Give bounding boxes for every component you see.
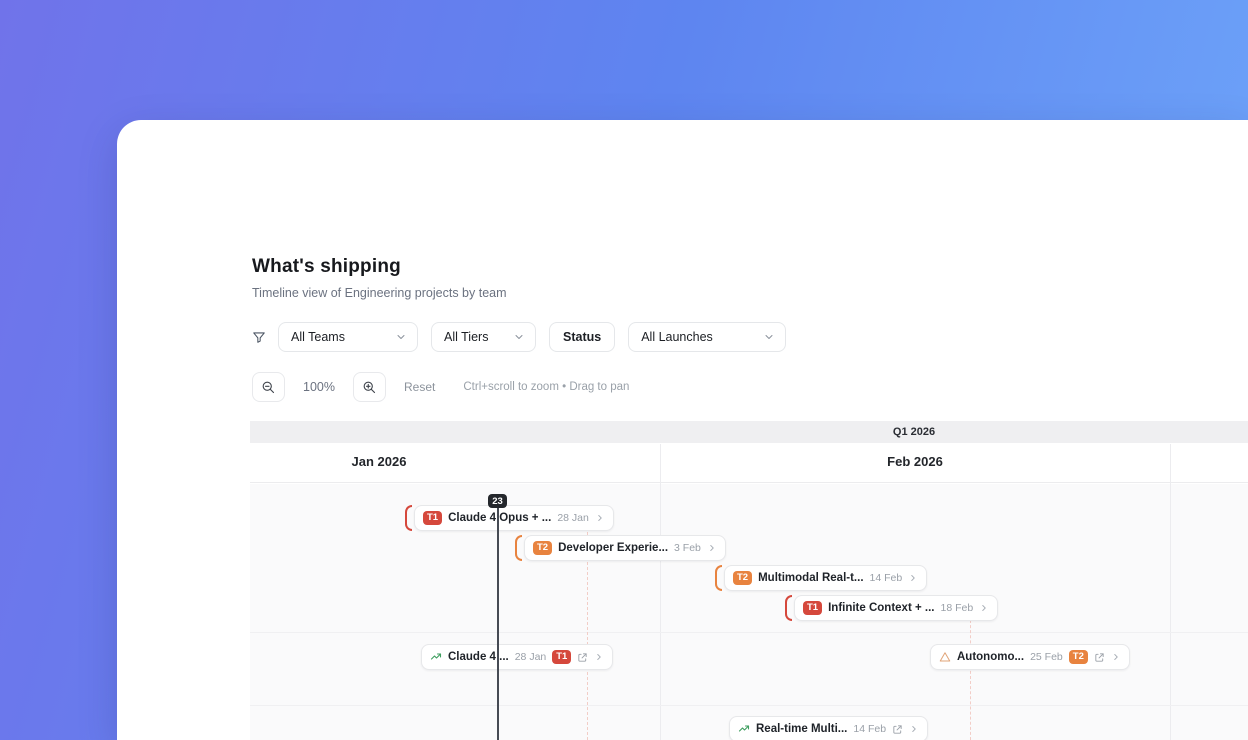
timeline-canvas[interactable] (250, 484, 1248, 740)
zoom-out-button[interactable] (252, 372, 285, 402)
project-label: Developer Experie... (558, 542, 669, 554)
chevron-right-icon (909, 724, 919, 734)
tiers-filter-select[interactable]: All Tiers (431, 322, 536, 352)
trending-up-icon (738, 723, 750, 735)
teams-filter-select[interactable]: All Teams (278, 322, 418, 352)
reset-zoom-button[interactable]: Reset (404, 380, 436, 394)
project-item-infinite-context[interactable]: T1 Infinite Context + ... 18 Feb (785, 595, 999, 621)
external-link-icon[interactable] (892, 724, 903, 735)
chevron-down-icon (395, 331, 407, 343)
filter-bar: All Teams All Tiers Status All Launches (252, 322, 799, 352)
launch-date: 25 Feb (1030, 651, 1063, 663)
month-header-row (250, 443, 1248, 483)
project-item-claude-4-opus[interactable]: T1 Claude 4 Opus + ... 28 Jan (405, 505, 614, 531)
zoom-toolbar: 100% Reset Ctrl+scroll to zoom • Drag to… (252, 372, 629, 402)
zoom-level: 100% (303, 380, 335, 394)
project-item-multimodal-realtime[interactable]: T2 Multimodal Real-t... 14 Feb (715, 565, 928, 591)
launch-date: 14 Feb (853, 723, 887, 735)
chevron-right-icon (908, 573, 918, 583)
tiers-filter-value: All Tiers (444, 330, 489, 344)
page-subtitle: Timeline view of Engineering projects by… (252, 286, 507, 300)
status-filter-button[interactable]: Status (549, 322, 616, 352)
chevron-down-icon (513, 331, 525, 343)
today-marker: 23 (488, 494, 507, 508)
chevron-right-icon (595, 513, 605, 523)
project-start-bracket (715, 565, 722, 591)
teams-filter-value: All Teams (291, 330, 345, 344)
warning-triangle-icon (939, 651, 951, 663)
whats-shipping-panel: What's shipping Timeline view of Enginee… (117, 120, 1248, 740)
row-divider (250, 632, 1248, 633)
launch-label: Autonomo... (957, 651, 1025, 663)
project-item-developer-experience[interactable]: T2 Developer Experie... 3 Feb (515, 535, 726, 561)
project-start-bracket (515, 535, 522, 561)
launches-filter-value: All Launches (641, 330, 713, 344)
launch-label: Claude 4 ... (448, 651, 509, 663)
tier-badge: T2 (1068, 650, 1088, 664)
project-date: 18 Feb (940, 602, 974, 614)
launch-item-claude-4[interactable]: Claude 4 ... 28 Jan T1 (421, 644, 614, 670)
zoom-in-button[interactable] (353, 372, 386, 402)
launches-filter-select[interactable]: All Launches (628, 322, 787, 352)
trending-up-icon (430, 651, 442, 663)
month-label-feb: Feb 2026 (887, 454, 943, 469)
chevron-right-icon (594, 652, 604, 662)
month-gridline (1170, 444, 1171, 740)
tier-badge: T1 (423, 511, 443, 525)
tier-badge: T2 (533, 541, 553, 555)
project-label: Infinite Context + ... (828, 602, 935, 614)
chevron-right-icon (979, 603, 989, 613)
chevron-down-icon (763, 331, 775, 343)
page-title: What's shipping (252, 256, 401, 277)
chevron-right-icon (1111, 652, 1121, 662)
milestone-dashed-line (587, 532, 588, 740)
quarter-label: Q1 2026 (892, 426, 936, 438)
project-start-bracket (405, 505, 412, 531)
project-label: Claude 4 Opus + ... (448, 512, 552, 524)
quarter-band (250, 421, 1248, 443)
project-start-bracket (785, 595, 792, 621)
milestone-dashed-line (970, 620, 971, 740)
launch-item-autonomous[interactable]: Autonomo... 25 Feb T2 (930, 644, 1130, 670)
launch-label: Real-time Multi... (756, 723, 848, 735)
row-divider (250, 705, 1248, 706)
project-label: Multimodal Real-t... (758, 572, 864, 584)
project-date: 28 Jan (557, 512, 589, 524)
filter-funnel-icon (252, 330, 266, 344)
launch-item-realtime-multi[interactable]: Real-time Multi... 14 Feb (729, 716, 929, 740)
tier-badge: T2 (733, 571, 753, 585)
month-label-jan: Jan 2026 (351, 454, 407, 469)
month-gridline (660, 444, 661, 740)
project-date: 14 Feb (869, 572, 903, 584)
chevron-right-icon (707, 543, 717, 553)
tier-badge: T1 (803, 601, 823, 615)
project-date: 3 Feb (674, 542, 701, 554)
external-link-icon[interactable] (577, 652, 588, 663)
external-link-icon[interactable] (1094, 652, 1105, 663)
tier-badge: T1 (552, 650, 572, 664)
zoom-hint-text: Ctrl+scroll to zoom • Drag to pan (463, 381, 630, 393)
launch-date: 28 Jan (514, 651, 547, 663)
today-line (497, 507, 499, 740)
